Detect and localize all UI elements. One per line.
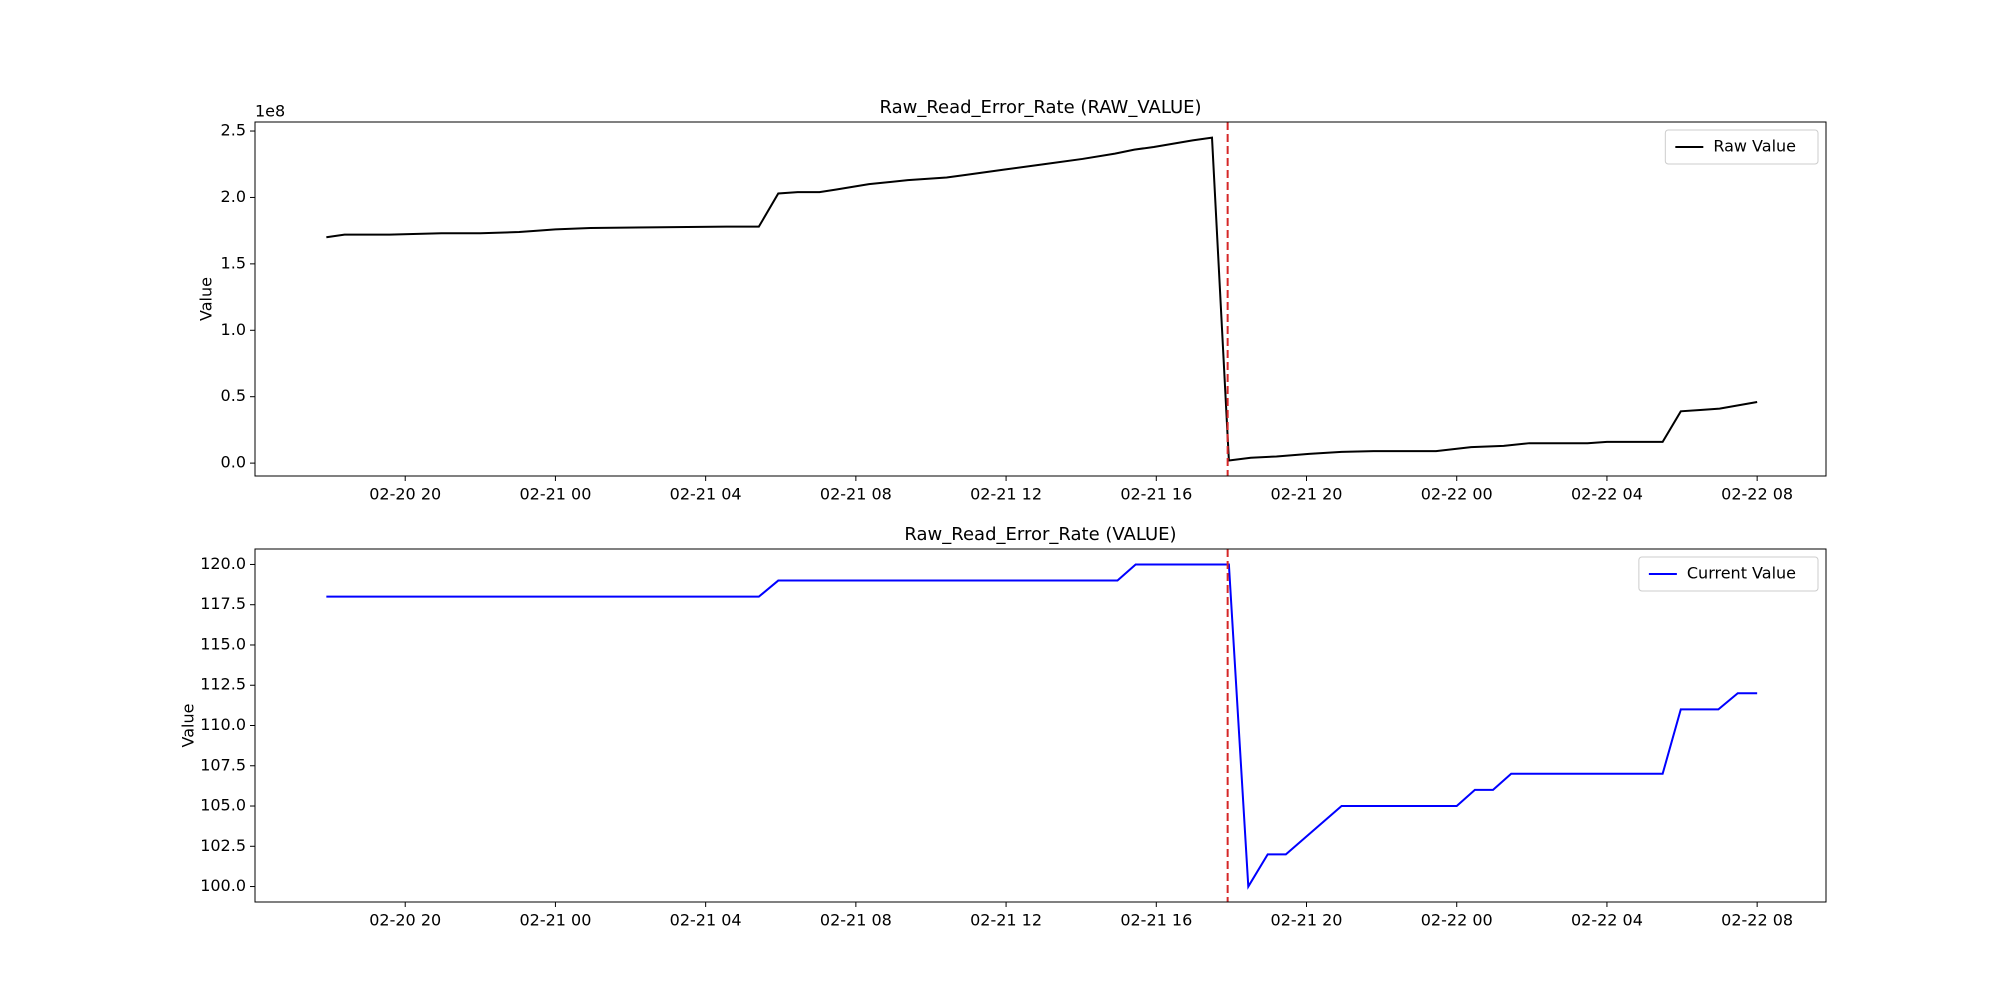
y-tick-label: 102.5 <box>200 836 246 855</box>
x-tick-label: 02-21 00 <box>519 911 591 930</box>
y-tick-label: 2.5 <box>221 121 246 140</box>
x-tick-label: 02-21 12 <box>970 911 1042 930</box>
legend-label: Current Value <box>1687 564 1796 583</box>
x-tick-label: 02-21 00 <box>519 485 591 504</box>
x-tick-label: 02-22 08 <box>1721 911 1793 930</box>
data-line <box>326 136 1758 462</box>
x-tick-label: 02-20 20 <box>369 485 441 504</box>
y-tick-label: 0.0 <box>221 453 246 472</box>
legend: Raw Value <box>1664 129 1819 165</box>
y-tick-label: 1.0 <box>221 320 246 339</box>
x-tick-label: 02-21 04 <box>670 485 742 504</box>
y-tick-label: 115.0 <box>200 634 246 653</box>
x-tick-label: 02-20 20 <box>369 911 441 930</box>
legend-box <box>1638 556 1819 592</box>
y-axis-label: Value <box>179 704 198 748</box>
y-axis-label: Value <box>197 277 216 321</box>
x-tick-label: 02-21 20 <box>1271 485 1343 504</box>
x-tick-label: 02-21 04 <box>670 911 742 930</box>
chart-title: Raw_Read_Error_Rate (RAW_VALUE) <box>879 97 1201 118</box>
x-tick-label: 02-21 20 <box>1271 911 1343 930</box>
y-tick-label: 117.5 <box>200 594 246 613</box>
x-tick-label: 02-22 04 <box>1571 911 1643 930</box>
plot-frame <box>254 548 1827 903</box>
y-tick-label: 120.0 <box>200 554 246 573</box>
legend-label: Raw Value <box>1713 137 1796 156</box>
y-tick-label: 112.5 <box>200 675 246 694</box>
x-tick-label: 02-22 00 <box>1421 485 1493 504</box>
x-tick-label: 02-22 04 <box>1571 485 1643 504</box>
y-tick-label: 110.0 <box>200 715 246 734</box>
x-tick-label: 02-21 16 <box>1120 911 1192 930</box>
x-tick-label: 02-22 08 <box>1721 485 1793 504</box>
plot-frame <box>254 121 1827 477</box>
axis-offset: 1e8 <box>255 102 285 121</box>
y-tick-label: 2.0 <box>221 187 246 206</box>
y-tick-label: 100.0 <box>200 876 246 895</box>
data-line <box>326 563 1758 890</box>
legend-box <box>1664 129 1819 165</box>
y-tick-label: 105.0 <box>200 796 246 815</box>
x-tick-label: 02-21 08 <box>820 911 892 930</box>
y-tick-label: 1.5 <box>221 253 246 272</box>
y-tick-label: 0.5 <box>221 386 246 405</box>
x-tick-label: 02-21 12 <box>970 485 1042 504</box>
x-tick-label: 02-22 00 <box>1421 911 1493 930</box>
y-tick-label: 107.5 <box>200 755 246 774</box>
legend: Current Value <box>1638 556 1819 592</box>
x-tick-label: 02-21 08 <box>820 485 892 504</box>
chart-title: Raw_Read_Error_Rate (VALUE) <box>904 524 1176 545</box>
x-tick-label: 02-21 16 <box>1120 485 1192 504</box>
